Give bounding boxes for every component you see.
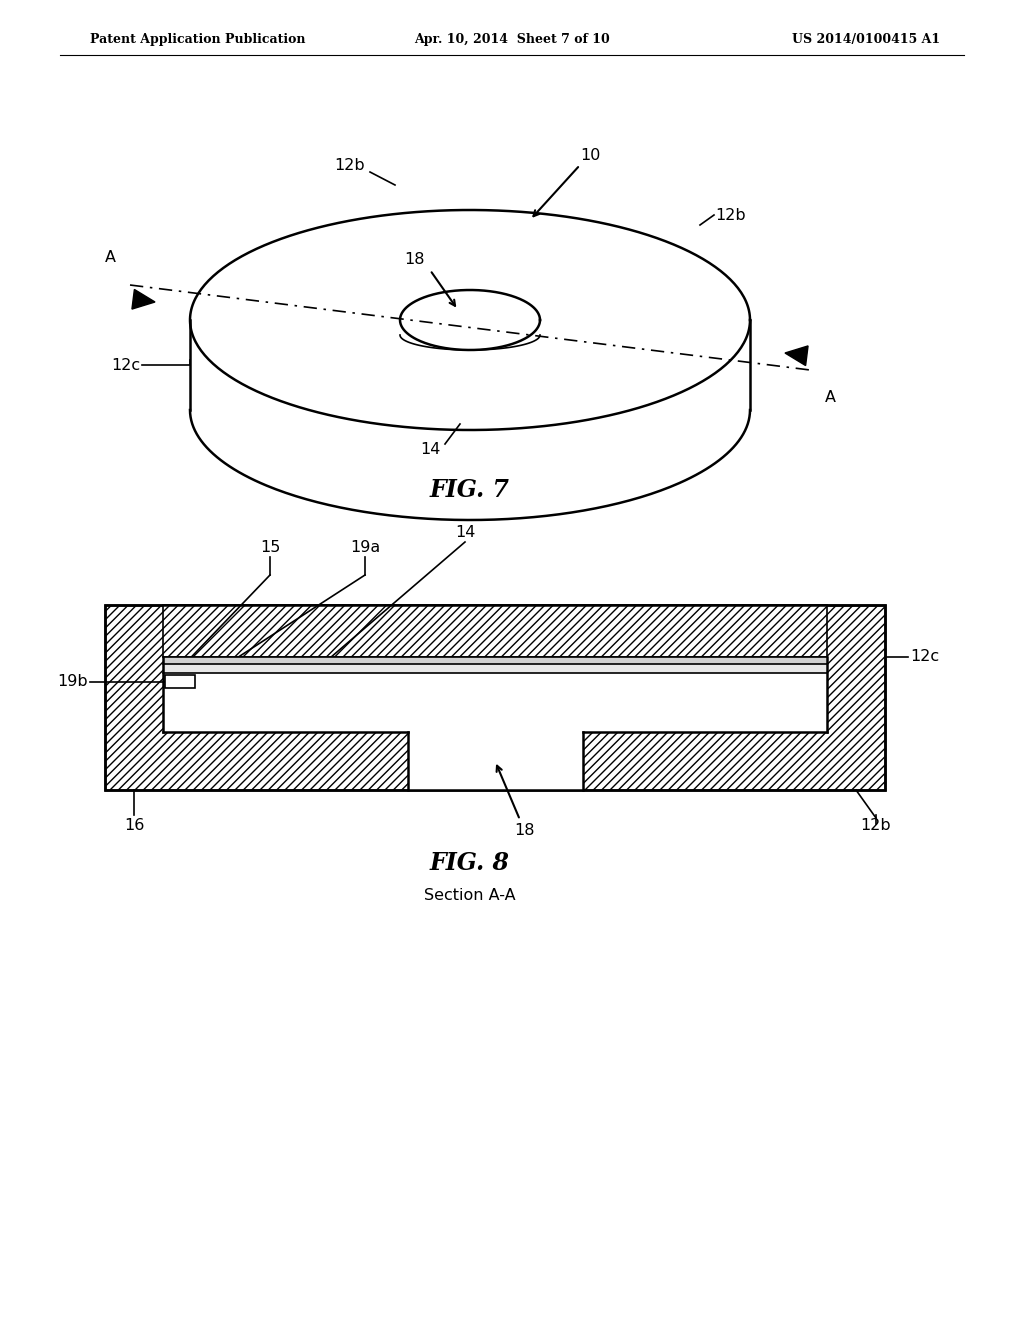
Text: 19b: 19b bbox=[57, 675, 88, 689]
Text: 18: 18 bbox=[515, 822, 536, 838]
Text: 19a: 19a bbox=[350, 540, 380, 554]
Bar bbox=[163, 605, 827, 657]
Text: 15: 15 bbox=[260, 540, 281, 554]
Text: 18: 18 bbox=[404, 252, 425, 268]
Text: 16: 16 bbox=[124, 818, 144, 833]
Text: FIG. 7: FIG. 7 bbox=[430, 478, 510, 502]
Polygon shape bbox=[785, 346, 808, 366]
Text: FIG. 8: FIG. 8 bbox=[430, 851, 510, 875]
Text: Patent Application Publication: Patent Application Publication bbox=[90, 33, 305, 46]
Text: 12b: 12b bbox=[861, 818, 891, 833]
Bar bbox=[163, 673, 827, 733]
Bar bbox=[408, 733, 583, 789]
Text: A: A bbox=[104, 249, 116, 264]
Text: 12c: 12c bbox=[910, 649, 939, 664]
Bar bbox=[105, 605, 885, 789]
Bar bbox=[105, 605, 885, 789]
Bar bbox=[163, 657, 827, 664]
Bar bbox=[163, 605, 827, 657]
Polygon shape bbox=[132, 289, 155, 309]
Text: Section A-A: Section A-A bbox=[424, 887, 516, 903]
Bar bbox=[163, 664, 827, 673]
Text: 12b: 12b bbox=[715, 207, 745, 223]
Text: 12b: 12b bbox=[335, 157, 366, 173]
Text: A: A bbox=[824, 391, 836, 405]
Text: 12c: 12c bbox=[111, 358, 140, 372]
Text: US 2014/0100415 A1: US 2014/0100415 A1 bbox=[792, 33, 940, 46]
Text: Apr. 10, 2014  Sheet 7 of 10: Apr. 10, 2014 Sheet 7 of 10 bbox=[414, 33, 610, 46]
Text: 14: 14 bbox=[420, 442, 440, 458]
Text: 14: 14 bbox=[455, 525, 475, 540]
Bar bbox=[165, 675, 195, 688]
Text: 10: 10 bbox=[580, 148, 600, 162]
